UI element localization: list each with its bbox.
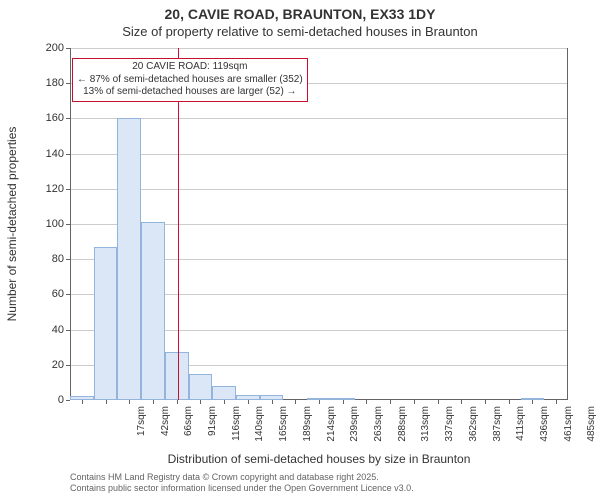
- chart-title-sub: Size of property relative to semi-detach…: [0, 24, 600, 39]
- xtick-label: 411sqm: [515, 406, 526, 456]
- y-axis-title: Number of semi-detached properties: [5, 127, 19, 322]
- ytick-label: 0: [30, 394, 64, 406]
- xtick-mark: [414, 400, 415, 404]
- chart-credits: Contains HM Land Registry data © Crown c…: [70, 472, 414, 494]
- ytick-label: 180: [30, 77, 64, 89]
- grid-line: [71, 48, 567, 49]
- ytick-mark: [66, 224, 70, 225]
- xtick-label: 214sqm: [326, 406, 337, 456]
- ytick-label: 40: [30, 324, 64, 336]
- ytick-mark: [66, 189, 70, 190]
- grid-line: [71, 118, 567, 119]
- ytick-mark: [66, 154, 70, 155]
- xtick-mark: [485, 400, 486, 404]
- histogram-bar: [212, 386, 236, 400]
- xtick-label: 42sqm: [160, 406, 171, 456]
- xtick-mark: [153, 400, 154, 404]
- histogram-bar: [189, 374, 213, 400]
- xtick-label: 337sqm: [444, 406, 455, 456]
- xtick-label: 239sqm: [349, 406, 360, 456]
- xtick-mark: [272, 400, 273, 404]
- xtick-mark: [556, 400, 557, 404]
- xtick-label: 140sqm: [254, 406, 265, 456]
- ytick-label: 100: [30, 218, 64, 230]
- ytick-label: 200: [30, 42, 64, 54]
- histogram-bar: [117, 118, 141, 400]
- ytick-label: 20: [30, 359, 64, 371]
- ytick-mark: [66, 400, 70, 401]
- ytick-label: 140: [30, 148, 64, 160]
- ytick-label: 60: [30, 288, 64, 300]
- xtick-label: 288sqm: [397, 406, 408, 456]
- histogram-bar: [141, 222, 165, 400]
- xtick-mark: [532, 400, 533, 404]
- xtick-mark: [82, 400, 83, 404]
- xtick-mark: [366, 400, 367, 404]
- xtick-label: 91sqm: [207, 406, 218, 456]
- ytick-mark: [66, 83, 70, 84]
- xtick-mark: [319, 400, 320, 404]
- histogram-bar: [94, 247, 118, 400]
- xtick-mark: [106, 400, 107, 404]
- ytick-mark: [66, 118, 70, 119]
- xtick-label: 461sqm: [563, 406, 574, 456]
- xtick-mark: [438, 400, 439, 404]
- chart-container: 20, CAVIE ROAD, BRAUNTON, EX33 1DY Size …: [0, 0, 600, 500]
- ytick-label: 160: [30, 112, 64, 124]
- xtick-label: 189sqm: [302, 406, 313, 456]
- credit-line-2: Contains public sector information licen…: [70, 483, 414, 494]
- grid-line: [71, 154, 567, 155]
- xtick-mark: [295, 400, 296, 404]
- xtick-mark: [224, 400, 225, 404]
- xtick-label: 485sqm: [586, 406, 597, 456]
- annotation-box: 20 CAVIE ROAD: 119sqm← 87% of semi-detac…: [72, 58, 308, 102]
- ytick-mark: [66, 330, 70, 331]
- xtick-label: 313sqm: [420, 406, 431, 456]
- xtick-label: 116sqm: [231, 406, 242, 456]
- xtick-mark: [343, 400, 344, 404]
- ytick-mark: [66, 365, 70, 366]
- xtick-label: 165sqm: [278, 406, 289, 456]
- xtick-label: 387sqm: [492, 406, 503, 456]
- xtick-mark: [248, 400, 249, 404]
- xtick-mark: [509, 400, 510, 404]
- xtick-mark: [129, 400, 130, 404]
- ytick-label: 120: [30, 183, 64, 195]
- xtick-mark: [200, 400, 201, 404]
- xtick-label: 263sqm: [373, 406, 384, 456]
- credit-line-1: Contains HM Land Registry data © Crown c…: [70, 472, 414, 483]
- histogram-bar: [165, 352, 189, 400]
- xtick-mark: [390, 400, 391, 404]
- annotation-line: 20 CAVIE ROAD: 119sqm: [77, 61, 303, 74]
- ytick-mark: [66, 259, 70, 260]
- ytick-mark: [66, 294, 70, 295]
- grid-line: [71, 189, 567, 190]
- ytick-mark: [66, 48, 70, 49]
- xtick-label: 362sqm: [468, 406, 479, 456]
- xtick-label: 436sqm: [539, 406, 550, 456]
- annotation-line: 13% of semi-detached houses are larger (…: [77, 86, 303, 99]
- xtick-mark: [461, 400, 462, 404]
- xtick-mark: [177, 400, 178, 404]
- annotation-line: ← 87% of semi-detached houses are smalle…: [77, 74, 303, 87]
- ytick-label: 80: [30, 253, 64, 265]
- chart-title-main: 20, CAVIE ROAD, BRAUNTON, EX33 1DY: [0, 6, 600, 22]
- xtick-label: 66sqm: [183, 406, 194, 456]
- xtick-label: 17sqm: [136, 406, 147, 456]
